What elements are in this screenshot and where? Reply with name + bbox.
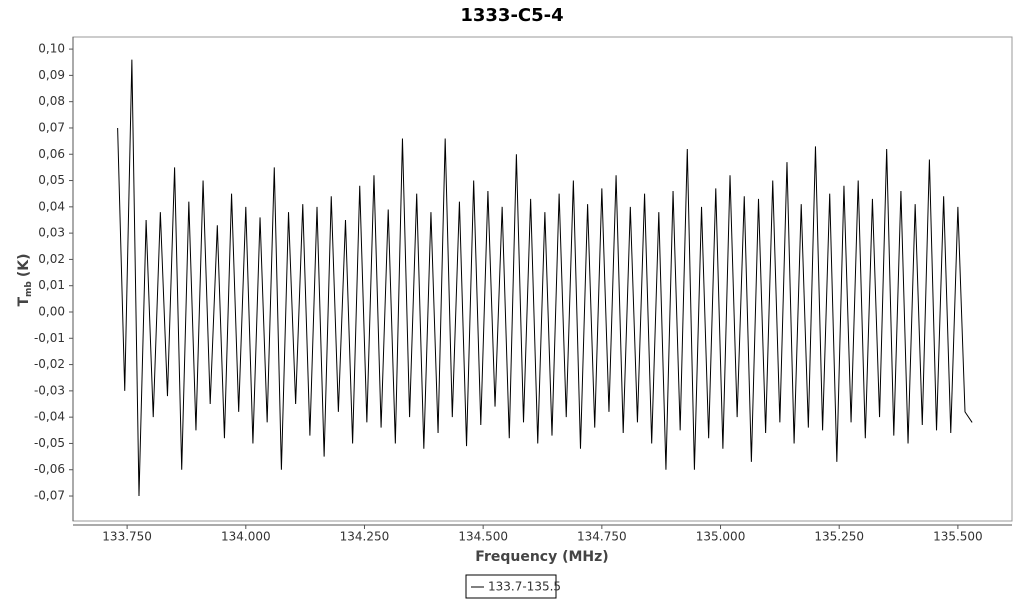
chart-title: 1333-C5-4 — [460, 5, 563, 26]
y-tick-label: 0,05 — [38, 173, 65, 187]
y-tick-label: 0,06 — [38, 147, 65, 161]
y-tick-label: 0,08 — [38, 94, 65, 108]
y-tick-label: -0,02 — [34, 357, 65, 371]
y-label-sub: mb — [24, 281, 34, 297]
y-tick-label: -0,06 — [34, 462, 65, 476]
y-tick-label: 0,07 — [38, 120, 65, 134]
y-tick-label: 0,00 — [38, 304, 65, 318]
y-tick-label: -0,03 — [34, 383, 65, 397]
y-tick-label: -0,04 — [34, 410, 65, 424]
legend-label: 133.7-135.5 — [488, 580, 561, 594]
x-tick-label: 135.000 — [696, 530, 746, 544]
y-tick-label: -0,05 — [34, 436, 65, 450]
y-tick-label: 0,04 — [38, 199, 65, 213]
x-axis-label: Frequency (MHz) — [475, 549, 608, 565]
x-tick-label: 134.250 — [340, 530, 390, 544]
x-tick-label: 135.500 — [933, 530, 983, 544]
y-tick-label: 0,10 — [38, 42, 65, 56]
legend-box — [465, 574, 557, 599]
x-tick-label: 134.500 — [458, 530, 508, 544]
y-label-unit: (K) — [16, 253, 32, 277]
y-tick-label: 0,03 — [38, 226, 65, 240]
y-axis-label: Tmb (K) — [16, 253, 34, 306]
spectrum-line — [117, 59, 973, 497]
y-tick-label: 0,01 — [38, 278, 65, 292]
y-tick-label: 0,02 — [38, 252, 65, 266]
x-tick-label: 135.250 — [814, 530, 864, 544]
y-label-main: T — [16, 297, 32, 307]
y-tick-label: 0,09 — [38, 68, 65, 82]
y-tick-label: -0,07 — [34, 489, 65, 503]
y-tick-label: -0,01 — [34, 331, 65, 345]
x-tick-label: 133.750 — [102, 530, 152, 544]
x-tick-label: 134.750 — [577, 530, 627, 544]
x-tick-label: 134.000 — [221, 530, 271, 544]
